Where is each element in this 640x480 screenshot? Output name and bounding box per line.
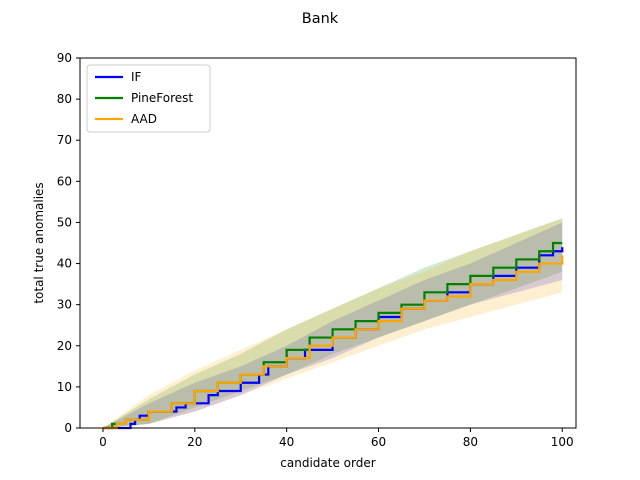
x-tick-label: 60: [371, 435, 386, 449]
legend: IF PineForest AAD: [86, 64, 211, 133]
y-tick-label: 0: [64, 421, 72, 435]
x-axis-label: candidate order: [280, 456, 375, 470]
plot-area-frame: [79, 57, 577, 429]
legend-label-pineforest: PineForest: [131, 91, 193, 105]
y-tick-label: 40: [57, 257, 72, 271]
confidence-bands: [102, 218, 563, 428]
y-tick-label: 80: [57, 92, 72, 106]
band-aad: [102, 218, 563, 428]
series-lines: [102, 241, 564, 430]
legend-box: [86, 64, 211, 133]
legend-label-if: IF: [131, 70, 142, 84]
y-axis-ticks: 0 10 20 30 40 50 60 70 80 90: [57, 51, 80, 435]
y-tick-label: 90: [57, 51, 72, 65]
y-tick-label: 20: [57, 339, 72, 353]
band-pineforest: [102, 218, 563, 428]
x-tick-label: 20: [187, 435, 202, 449]
legend-label-aad: AAD: [131, 112, 157, 126]
band-if: [102, 222, 563, 428]
x-tick-label: 0: [99, 435, 107, 449]
x-tick-label: 100: [551, 435, 574, 449]
y-tick-label: 10: [57, 380, 72, 394]
y-tick-label: 30: [57, 298, 72, 312]
y-tick-label: 50: [57, 215, 72, 229]
chart-title: Bank: [302, 11, 339, 27]
y-tick-label: 70: [57, 133, 72, 147]
x-tick-label: 40: [279, 435, 294, 449]
x-tick-label: 80: [463, 435, 478, 449]
series-line-aad: [102, 255, 564, 430]
y-tick-label: 60: [57, 174, 72, 188]
y-axis-label: total true anomalies: [32, 182, 46, 303]
x-axis-ticks: 0 20 40 60 80 100: [99, 428, 574, 449]
